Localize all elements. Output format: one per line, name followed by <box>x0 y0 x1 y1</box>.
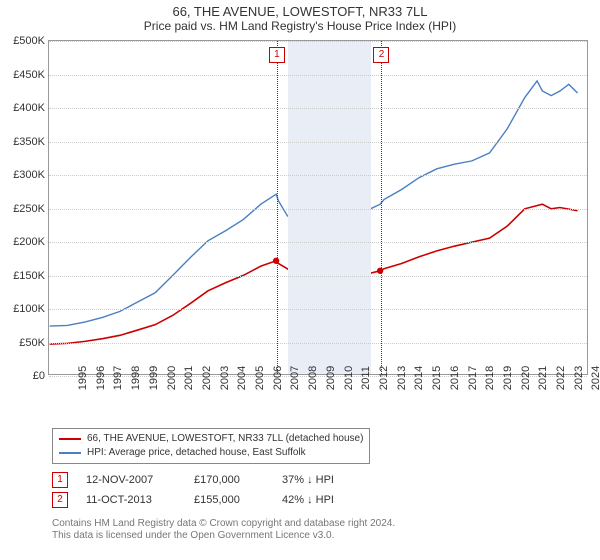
legend-label: 66, THE AVENUE, LOWESTOFT, NR33 7LL (det… <box>87 432 363 446</box>
ytick-label: £50K <box>19 337 45 349</box>
transaction-row: 2 11-OCT-2013 £155,000 42% ↓ HPI <box>52 490 334 510</box>
ytick-label: £400K <box>13 102 45 114</box>
transaction-marker-line <box>381 41 382 374</box>
gridline-y <box>49 309 587 310</box>
transaction-index-badge: 2 <box>52 492 68 508</box>
ytick-label: £300K <box>13 169 45 181</box>
footer-line: Contains HM Land Registry data © Crown c… <box>52 518 395 530</box>
gridline-y <box>49 276 587 277</box>
ytick-label: £150K <box>13 270 45 282</box>
transaction-marker-badge: 1 <box>269 47 285 63</box>
footer-attribution: Contains HM Land Registry data © Crown c… <box>52 518 395 542</box>
transaction-delta: 37% ↓ HPI <box>282 474 334 486</box>
transactions-table: 1 12-NOV-2007 £170,000 37% ↓ HPI 2 11-OCT-201… <box>52 470 334 510</box>
legend-row: 66, THE AVENUE, LOWESTOFT, NR33 7LL (det… <box>59 432 363 446</box>
ytick-label: £200K <box>13 236 45 248</box>
gridline-y <box>49 108 587 109</box>
ytick-label: £0 <box>33 370 45 382</box>
transaction-index-badge: 1 <box>52 472 68 488</box>
transaction-marker-line <box>277 41 278 374</box>
ytick-label: £500K <box>13 35 45 47</box>
gridline-y <box>49 75 587 76</box>
ytick-label: £250K <box>13 203 45 215</box>
gridline-y <box>49 175 587 176</box>
transaction-date: 12-NOV-2007 <box>86 474 176 486</box>
transaction-row: 1 12-NOV-2007 £170,000 37% ↓ HPI <box>52 470 334 490</box>
transaction-price: £170,000 <box>194 474 264 486</box>
xtick-label: 2025 <box>580 366 600 390</box>
legend: 66, THE AVENUE, LOWESTOFT, NR33 7LL (det… <box>52 428 370 464</box>
legend-label: HPI: Average price, detached house, East… <box>87 446 306 460</box>
chart-subtitle: Price paid vs. HM Land Registry's House … <box>0 19 600 35</box>
gridline-y <box>49 142 587 143</box>
ytick-label: £350K <box>13 136 45 148</box>
legend-row: HPI: Average price, detached house, East… <box>59 446 363 460</box>
recession-band <box>288 41 371 374</box>
transaction-delta: 42% ↓ HPI <box>282 494 334 506</box>
ytick-label: £100K <box>13 303 45 315</box>
transaction-price: £155,000 <box>194 494 264 506</box>
chart-container: { "title": "66, THE AVENUE, LOWESTOFT, N… <box>0 0 600 560</box>
chart-title: 66, THE AVENUE, LOWESTOFT, NR33 7LL <box>0 0 600 19</box>
gridline-y <box>49 242 587 243</box>
footer-line: This data is licensed under the Open Gov… <box>52 530 395 542</box>
plot-area: £0£50K£100K£150K£200K£250K£300K£350K£400… <box>48 40 588 375</box>
legend-swatch <box>59 438 81 440</box>
ytick-label: £450K <box>13 69 45 81</box>
transaction-date: 11-OCT-2013 <box>86 494 176 506</box>
gridline-y <box>49 209 587 210</box>
transaction-marker-badge: 2 <box>373 47 389 63</box>
legend-swatch <box>59 452 81 454</box>
gridline-y <box>49 41 587 42</box>
gridline-y <box>49 343 587 344</box>
